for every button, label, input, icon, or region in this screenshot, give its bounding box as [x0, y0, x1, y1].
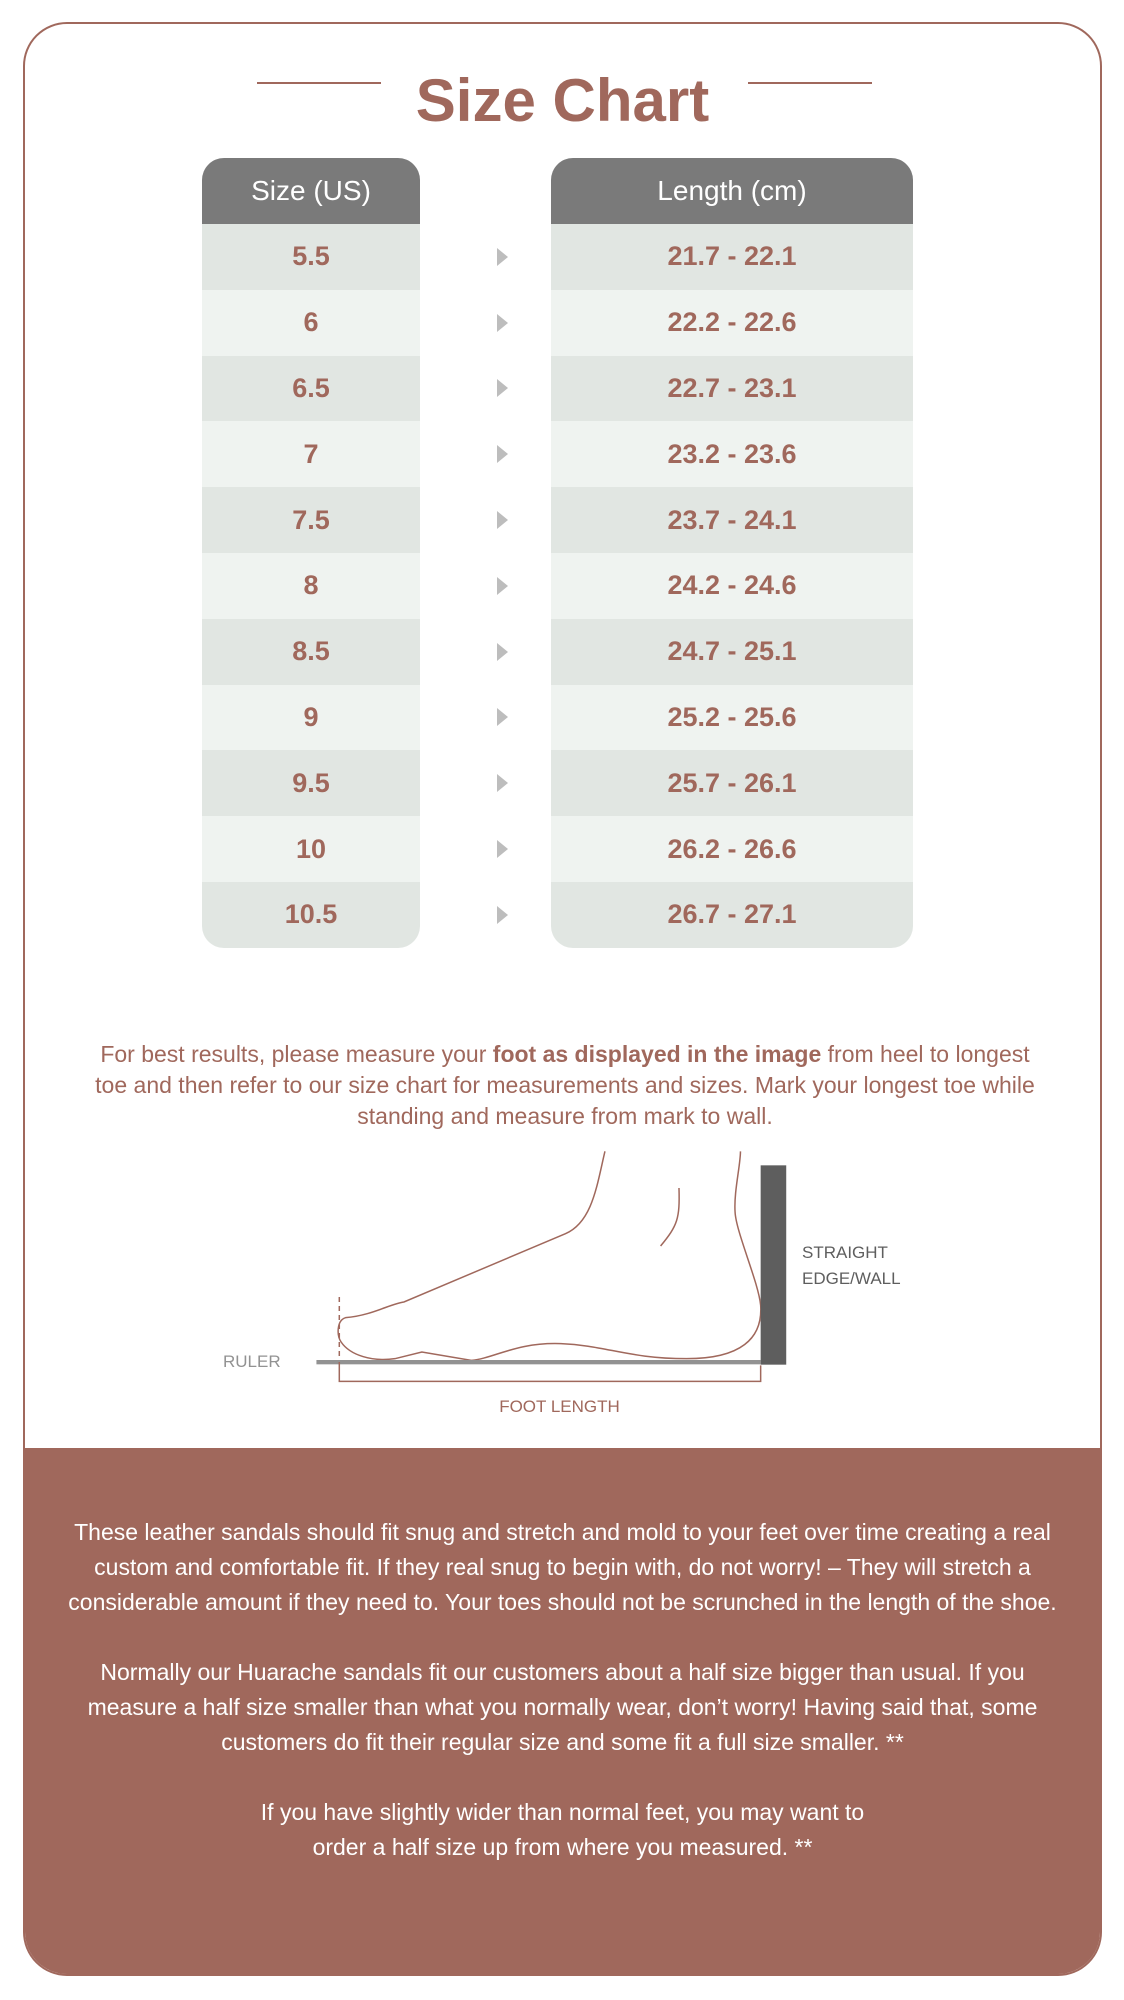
ruler — [316, 1360, 761, 1365]
length-cell: 23.7 - 24.1 — [551, 487, 913, 553]
length-cell: 24.2 - 24.6 — [551, 552, 913, 619]
size-cell: 5.5 — [202, 224, 420, 290]
length-cell: 26.7 - 27.1 — [551, 881, 913, 948]
size-cell: 6.5 — [202, 355, 420, 422]
length-cell: 26.2 - 26.6 — [551, 816, 913, 882]
length-cell: 22.2 - 22.6 — [551, 289, 913, 356]
fit-note: Normally our Huarache sandals fit our cu… — [87, 1659, 1038, 1755]
length-table: Length (cm) 21.7 - 22.1 22.2 - 22.6 22.7 -… — [551, 158, 913, 948]
size-chart-card: Size Chart Size (US) 5.5 6 6.5 7 7.5 8 8.5 9 9.5… — [23, 22, 1102, 1976]
size-cell: 10 — [202, 816, 420, 882]
size-cell: 8.5 — [202, 618, 420, 685]
size-cell: 7 — [202, 421, 420, 488]
title-rule-right — [748, 82, 872, 84]
intro-text-end: from heel to longest toe and then refer … — [95, 1041, 1035, 1129]
intro-bold: foot as displayed in the image — [492, 1041, 822, 1067]
size-cell: 6 — [202, 289, 420, 356]
arrow-right-icon — [497, 247, 508, 266]
length-cell: 25.7 - 26.1 — [551, 750, 913, 817]
wall — [760, 1165, 787, 1365]
intro-text: For best results, please measure your — [100, 1041, 493, 1067]
arrow-right-icon — [497, 313, 508, 332]
arrow-right-icon — [497, 445, 508, 464]
wall-label: STRAIGHT EDGE/WALL — [802, 1243, 901, 1288]
arrow-right-icon — [497, 642, 508, 661]
arrow-right-icon — [497, 379, 508, 398]
length-cell: 24.7 - 25.1 — [551, 618, 913, 685]
length-cell: 22.7 - 23.1 — [551, 355, 913, 422]
length-cell: 25.2 - 25.6 — [551, 684, 913, 751]
arrow-right-icon — [497, 576, 508, 595]
arrow-right-icon — [497, 708, 508, 727]
arrow-column — [497, 224, 508, 948]
arrow-right-icon — [497, 905, 508, 924]
ankle-line — [661, 1188, 680, 1246]
length-cell: 23.2 - 23.6 — [551, 421, 913, 488]
arrow-right-icon — [497, 511, 508, 530]
size-cell: 8 — [202, 552, 420, 619]
length-header: Length (cm) — [551, 158, 913, 224]
size-cell: 9.5 — [202, 750, 420, 817]
size-table: Size (US) 5.5 6 6.5 7 7.5 8 8.5 9 9.5 10 10.5 — [202, 158, 420, 948]
size-cell: 9 — [202, 684, 420, 751]
foot-length-bracket — [339, 1362, 760, 1381]
foot-length-label: FOOT LENGTH — [499, 1397, 620, 1416]
arrow-right-icon — [497, 774, 508, 793]
foot-outline — [338, 1151, 761, 1360]
arrow-right-icon — [497, 840, 508, 859]
size-cell: 7.5 — [202, 487, 420, 553]
size-header: Size (US) — [202, 158, 420, 224]
title-rule-left — [257, 82, 381, 84]
measure-instructions: For best results, please measure your fo… — [95, 1039, 1035, 1132]
fit-note: These leather sandals should fit snug an… — [68, 1519, 1057, 1615]
fit-notes: These leather sandals should fit snug an… — [25, 1448, 1100, 1974]
foot-illustration — [316, 1132, 787, 1432]
fit-note: If you have slightly wider than normal f… — [260, 1799, 865, 1860]
length-cell: 21.7 - 22.1 — [551, 224, 913, 290]
page-title: Size Chart — [415, 67, 710, 134]
foot-measure-diagram: RULER STRAIGHT EDGE/WALL FOOT LENGTH — [202, 1132, 902, 1432]
size-cell: 10.5 — [202, 881, 420, 948]
ruler-label: RULER — [223, 1352, 281, 1371]
